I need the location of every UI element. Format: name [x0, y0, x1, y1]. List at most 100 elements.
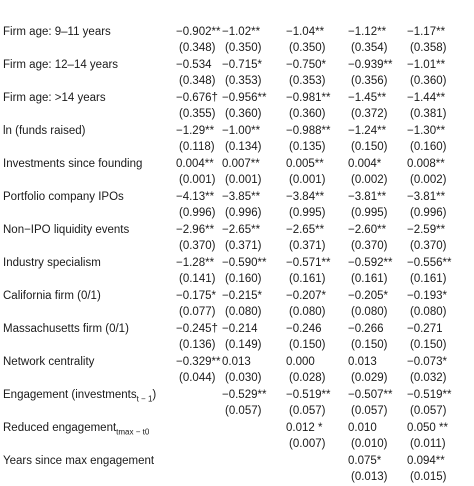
- coefficient-cell: −0.556**: [407, 257, 452, 269]
- variable-label-text: Investments since founding: [3, 158, 143, 170]
- standard-error-cell: (0.015): [410, 471, 447, 483]
- standard-error-cell: (0.136): [179, 339, 216, 351]
- coefficient-cell: −0.988**: [286, 125, 331, 137]
- standard-error-cell: (0.001): [179, 174, 216, 186]
- standard-error-cell: (0.353): [225, 75, 262, 87]
- table-row: Investments since founding 0.004** 0.007**…: [0, 155, 474, 173]
- standard-error-cell: (0.355): [179, 108, 216, 120]
- table-row: Firm age: 9–11 years −0.902** −1.02** −1.04…: [0, 23, 474, 41]
- standard-error-cell: (0.080): [225, 306, 262, 318]
- coefficient-cell: −0.329**: [176, 356, 221, 368]
- coefficient-cell: −0.715*: [222, 59, 262, 71]
- standard-error-cell: (0.371): [289, 240, 326, 252]
- standard-error-cell: (0.044): [179, 372, 216, 384]
- coefficient-cell: −0.902**: [176, 26, 221, 38]
- table-row: Firm age: >14 years −0.676† −0.956** −0.981…: [0, 89, 474, 107]
- variable-label: Non−IPO liquidity events: [3, 221, 129, 239]
- coefficient-cell: −0.175*: [176, 290, 216, 302]
- variable-label: ln (funds raised): [3, 122, 85, 140]
- table-row: Engagement (investmentst − 1) −0.529** −0.…: [0, 386, 474, 404]
- coefficient-cell: 0.008**: [407, 158, 445, 170]
- coefficient-cell: −0.214: [222, 323, 258, 335]
- standard-error-cell: (0.150): [351, 141, 388, 153]
- standard-error-cell: (0.030): [225, 372, 262, 384]
- standard-error-cell: (0.160): [410, 141, 447, 153]
- standard-error-row: (0.013) (0.015): [0, 468, 474, 486]
- coefficient-cell: −1.24**: [348, 125, 387, 137]
- variable-label: Reduced engagementtmax − t0: [3, 419, 149, 437]
- standard-error-cell: (0.118): [179, 141, 215, 153]
- standard-error-cell: (0.360): [410, 75, 447, 87]
- standard-error-cell: (0.370): [410, 240, 447, 252]
- coefficient-cell: −0.246: [286, 323, 322, 335]
- coefficient-cell: −0.073*: [407, 356, 447, 368]
- standard-error-cell: (0.996): [410, 207, 447, 219]
- standard-error-cell: (0.358): [410, 42, 447, 54]
- variable-label: Network centrality: [3, 353, 94, 371]
- standard-error-row: (0.348) (0.353) (0.353) (0.356) (0.360): [0, 72, 474, 90]
- variable-label-text: Non−IPO liquidity events: [3, 224, 130, 236]
- coefficient-cell: −3.81**: [348, 191, 387, 203]
- coefficient-cell: −1.00**: [222, 125, 261, 137]
- standard-error-cell: (0.161): [289, 273, 326, 285]
- coefficient-cell: −0.205*: [348, 290, 388, 302]
- variable-label: Portfolio company IPOs: [3, 188, 124, 206]
- standard-error-cell: (0.150): [289, 339, 326, 351]
- coefficient-cell: −1.04**: [286, 26, 325, 38]
- coefficient-cell: 0.094**: [407, 455, 445, 467]
- coefficient-cell: 0.007**: [222, 158, 260, 170]
- standard-error-row: (0.370) (0.371) (0.371) (0.370) (0.370): [0, 237, 474, 255]
- standard-error-cell: (0.348): [179, 42, 216, 54]
- standard-error-row: (0.044) (0.030) (0.028) (0.029) (0.032): [0, 369, 474, 387]
- standard-error-row: (0.077) (0.080) (0.080) (0.080) (0.080): [0, 303, 474, 321]
- variable-label: Years since max engagement: [3, 452, 154, 470]
- standard-error-cell: (0.160): [225, 273, 262, 285]
- coefficient-cell: 0.013: [222, 356, 251, 368]
- variable-label-subscript: tmax − t0: [116, 427, 150, 437]
- standard-error-cell: (0.011): [410, 438, 446, 450]
- coefficient-cell: −0.266: [348, 323, 384, 335]
- standard-error-cell: (0.002): [410, 174, 447, 186]
- coefficient-cell: −1.12**: [348, 26, 387, 38]
- coefficient-cell: −0.676†: [176, 92, 218, 104]
- standard-error-cell: (0.057): [225, 405, 262, 417]
- standard-error-cell: (0.080): [410, 306, 447, 318]
- variable-label: Massachusetts firm (0/1): [3, 320, 129, 338]
- standard-error-cell: (0.150): [351, 339, 388, 351]
- coefficient-cell: 0.004**: [176, 158, 214, 170]
- coefficient-cell: 0.075*: [348, 455, 382, 467]
- coefficient-cell: −2.65**: [286, 224, 325, 236]
- coefficient-cell: −0.571**: [286, 257, 331, 269]
- coefficient-cell: 0.013: [348, 356, 377, 368]
- coefficient-cell: −0.592**: [348, 257, 393, 269]
- variable-label-text: Portfolio company IPOs: [3, 191, 124, 203]
- standard-error-cell: (0.996): [179, 207, 216, 219]
- standard-error-cell: (0.354): [351, 42, 388, 54]
- standard-error-cell: (0.057): [351, 405, 388, 417]
- standard-error-cell: (0.161): [410, 273, 447, 285]
- variable-label-text: California firm (0/1): [3, 290, 101, 302]
- standard-error-row: [0, 6, 474, 24]
- coefficient-cell: −3.81**: [407, 191, 446, 203]
- standard-error-row: (0.141) (0.160) (0.161) (0.161) (0.161): [0, 270, 474, 288]
- standard-error-cell: (0.134): [225, 141, 262, 153]
- variable-label-text: ln (funds raised): [3, 125, 86, 137]
- standard-error-cell: (0.150): [410, 339, 447, 351]
- coefficient-cell: −1.02**: [222, 26, 261, 38]
- standard-error-cell: (0.995): [289, 207, 326, 219]
- standard-error-cell: (0.141): [179, 273, 216, 285]
- standard-error-row: (0.355) (0.360) (0.360) (0.372) (0.381): [0, 105, 474, 123]
- coefficient-cell: −1.30**: [407, 125, 446, 137]
- table-row: Non−IPO liquidity events −2.96** −2.65** −2…: [0, 221, 474, 239]
- coefficient-cell: −0.507**: [348, 389, 393, 401]
- coefficient-cell: −0.981**: [286, 92, 331, 104]
- standard-error-row: (0.136) (0.149) (0.150) (0.150) (0.150): [0, 336, 474, 354]
- standard-error-cell: (0.370): [351, 240, 388, 252]
- variable-label: California firm (0/1): [3, 287, 101, 305]
- standard-error-row: (0.118) (0.134) (0.135) (0.150) (0.160): [0, 138, 474, 156]
- coefficient-cell: −3.85**: [222, 191, 261, 203]
- coefficient-cell: −0.519**: [286, 389, 331, 401]
- standard-error-cell: (0.010): [351, 438, 388, 450]
- variable-label-subscript: t − 1: [136, 394, 153, 404]
- coefficient-cell: 0.004*: [348, 158, 382, 170]
